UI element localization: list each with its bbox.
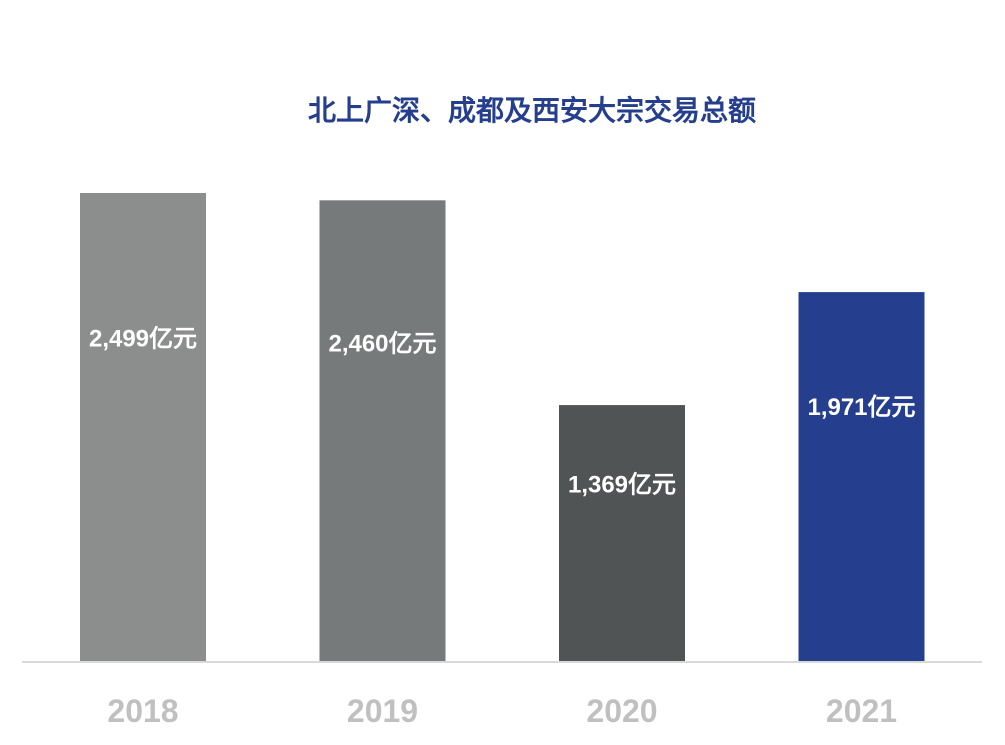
bar-2021 bbox=[798, 292, 925, 662]
bar-2019 bbox=[319, 200, 446, 662]
x-tick-label: 2021 bbox=[826, 693, 897, 729]
x-tick-label: 2019 bbox=[347, 693, 418, 729]
bar-value-label: 2,499亿元 bbox=[89, 325, 197, 352]
bars-group: 2,499亿元 2,460亿元 1,369亿元 1,971亿元 bbox=[80, 193, 925, 662]
x-tick-labels: 2018 2019 2020 2021 bbox=[107, 693, 897, 729]
bar-value-label: 1,971亿元 bbox=[807, 394, 915, 421]
x-tick-label: 2018 bbox=[107, 693, 178, 729]
x-tick-label: 2020 bbox=[586, 693, 657, 729]
chart-title: 北上广深、成都及西安大宗交易总额 bbox=[308, 94, 756, 127]
bar-value-label: 1,369亿元 bbox=[568, 472, 676, 499]
bar-value-label: 2,460亿元 bbox=[328, 330, 436, 357]
bar-2018 bbox=[80, 193, 206, 662]
bar-2020 bbox=[559, 405, 685, 662]
